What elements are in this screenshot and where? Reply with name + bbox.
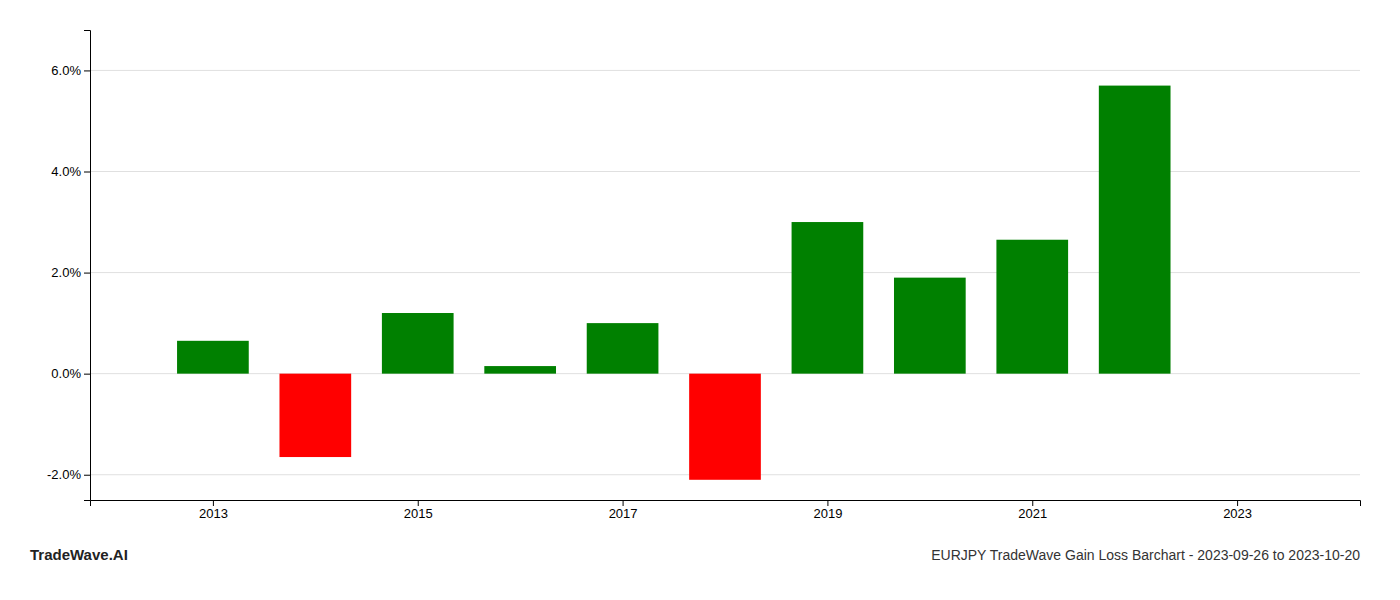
y-tick-mark [84, 374, 90, 375]
y-tick-label: -2.0% [47, 467, 81, 482]
y-tick-label: 0.0% [51, 366, 81, 381]
x-tick-mark [418, 500, 419, 506]
bar [996, 240, 1068, 374]
x-tick-mark [827, 500, 828, 506]
bars [177, 86, 1170, 480]
bar [587, 323, 659, 374]
x-tick-label: 2017 [609, 506, 638, 521]
x-tick: 2019 [813, 500, 842, 521]
bar [1099, 86, 1171, 374]
x-tick: 2021 [1018, 500, 1047, 521]
x-tick-label: 2021 [1018, 506, 1047, 521]
x-tick-label: 2013 [199, 506, 228, 521]
bar [792, 222, 864, 374]
y-tick-mark [84, 70, 90, 71]
bar [279, 374, 351, 457]
x-tick: 2015 [404, 500, 433, 521]
chart: -2.0% 0.0% 2.0% 4.0% 6.0% 2013 2015 2017 2019 202… [0, 0, 1400, 600]
y-tick-label: 6.0% [51, 63, 81, 78]
x-tick: 2023 [1223, 500, 1252, 521]
x-axis-line [91, 501, 1361, 507]
y-tick-mark [84, 172, 90, 173]
y-axis: -2.0% 0.0% 2.0% 4.0% 6.0% [47, 31, 90, 501]
x-axis: 2013 2015 2017 2019 2021 2023 [91, 500, 1361, 521]
bar [177, 341, 249, 374]
x-tick-mark [1032, 500, 1033, 506]
x-tick: 2013 [199, 500, 228, 521]
x-tick-label: 2023 [1223, 506, 1252, 521]
bar [484, 366, 556, 374]
y-tick: 2.0% [51, 265, 90, 280]
title: EURJPY TradeWave Gain Loss Barchart - 20… [931, 547, 1360, 563]
y-tick: 4.0% [51, 164, 90, 179]
watermark: TradeWave.AI [30, 546, 128, 563]
x-tick-mark [213, 500, 214, 506]
y-tick-label: 2.0% [51, 265, 81, 280]
y-tick: 0.0% [51, 366, 90, 381]
x-tick-mark [1237, 500, 1238, 506]
x-tick-mark [623, 500, 624, 506]
y-tick: -2.0% [47, 467, 90, 482]
bar [894, 278, 966, 374]
y-tick: 6.0% [51, 63, 90, 78]
y-tick-label: 4.0% [51, 164, 81, 179]
x-tick: 2017 [609, 500, 638, 521]
y-tick-mark [84, 475, 90, 476]
bar [689, 374, 761, 480]
y-tick-mark [84, 273, 90, 274]
x-tick-label: 2019 [813, 506, 842, 521]
y-axis-line [84, 31, 91, 501]
bar [382, 313, 454, 374]
x-tick-label: 2015 [404, 506, 433, 521]
grid-line [90, 70, 1360, 71]
